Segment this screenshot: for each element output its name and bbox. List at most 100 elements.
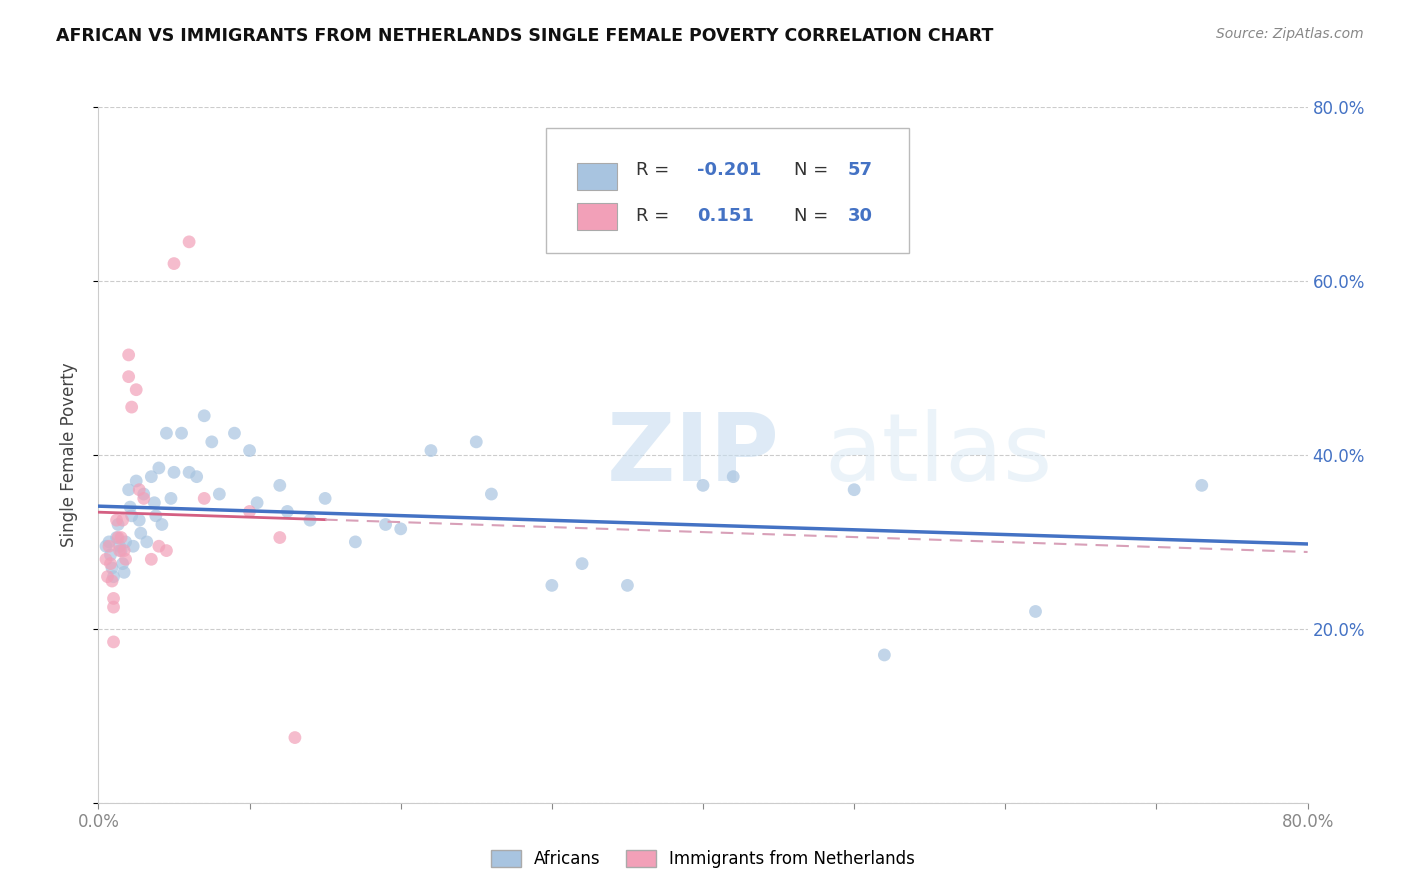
Point: [155, 426, 177, 441]
Point: [344, 534, 367, 549]
Text: Source: ZipAtlas.com: Source: ZipAtlas.com: [1216, 27, 1364, 41]
Point: [103, 591, 125, 606]
Point: [111, 557, 134, 571]
Point: [132, 487, 155, 501]
Point: [284, 731, 307, 745]
Point: [121, 508, 143, 523]
Point: [163, 466, 186, 480]
Point: [481, 487, 503, 501]
Point: [103, 570, 125, 584]
Point: [125, 474, 148, 488]
Point: [844, 483, 866, 497]
Point: [114, 552, 136, 566]
Text: -0.201: -0.201: [697, 161, 761, 178]
Point: [105, 513, 128, 527]
Point: [246, 496, 269, 510]
Point: [128, 513, 150, 527]
Text: 0.151: 0.151: [697, 207, 754, 226]
Point: [571, 557, 593, 571]
Text: atlas: atlas: [824, 409, 1052, 501]
Text: ZIP: ZIP: [606, 409, 779, 501]
Point: [135, 534, 157, 549]
Point: [110, 543, 132, 558]
Point: [148, 461, 170, 475]
Text: R =: R =: [637, 207, 675, 226]
Point: [100, 548, 122, 562]
Point: [103, 635, 125, 649]
Point: [723, 469, 745, 483]
Point: [143, 496, 166, 510]
Text: 57: 57: [848, 161, 873, 178]
Point: [148, 539, 170, 553]
FancyBboxPatch shape: [578, 162, 617, 190]
Point: [179, 466, 201, 480]
Point: [163, 256, 186, 270]
Point: [141, 552, 163, 566]
Point: [269, 478, 291, 492]
Legend: Africans, Immigrants from Netherlands: Africans, Immigrants from Netherlands: [484, 843, 922, 874]
Point: [186, 469, 208, 483]
Point: [105, 531, 128, 545]
Point: [94, 552, 117, 566]
Point: [299, 513, 322, 527]
Point: [100, 557, 122, 571]
Point: [269, 531, 291, 545]
Point: [239, 504, 262, 518]
Point: [1024, 605, 1046, 619]
Point: [374, 517, 396, 532]
Point: [121, 400, 143, 414]
Point: [107, 531, 129, 545]
Point: [193, 491, 215, 506]
Point: [108, 539, 131, 553]
Point: [420, 443, 443, 458]
Point: [224, 426, 246, 441]
Point: [150, 517, 173, 532]
Point: [616, 578, 638, 592]
Point: [103, 600, 125, 615]
Point: [873, 648, 896, 662]
Point: [108, 543, 131, 558]
Point: [120, 500, 142, 514]
Point: [155, 543, 177, 558]
Point: [98, 539, 121, 553]
Text: 30: 30: [848, 207, 873, 226]
Point: [179, 235, 201, 249]
Point: [389, 522, 412, 536]
Point: [118, 369, 141, 384]
FancyBboxPatch shape: [546, 128, 908, 253]
Point: [160, 491, 183, 506]
Point: [540, 578, 562, 592]
Point: [94, 539, 117, 553]
Text: AFRICAN VS IMMIGRANTS FROM NETHERLANDS SINGLE FEMALE POVERTY CORRELATION CHART: AFRICAN VS IMMIGRANTS FROM NETHERLANDS S…: [56, 27, 994, 45]
Text: R =: R =: [637, 161, 675, 178]
Point: [96, 570, 118, 584]
Point: [208, 487, 231, 501]
Point: [201, 434, 224, 449]
Point: [132, 491, 155, 506]
Point: [114, 534, 136, 549]
FancyBboxPatch shape: [578, 202, 617, 230]
Point: [112, 543, 135, 558]
Point: [125, 383, 148, 397]
Point: [193, 409, 215, 423]
Point: [465, 434, 488, 449]
Point: [101, 561, 124, 575]
Point: [118, 483, 141, 497]
Point: [314, 491, 336, 506]
Point: [239, 443, 262, 458]
Point: [111, 513, 134, 527]
Point: [128, 483, 150, 497]
Point: [145, 508, 167, 523]
Point: [101, 574, 124, 588]
Point: [110, 531, 132, 545]
Point: [141, 469, 163, 483]
Point: [276, 504, 298, 518]
Point: [118, 348, 141, 362]
Y-axis label: Single Female Poverty: Single Female Poverty: [59, 363, 77, 547]
Text: N =: N =: [793, 207, 834, 226]
Point: [98, 534, 121, 549]
Point: [692, 478, 714, 492]
Point: [122, 539, 145, 553]
Point: [112, 566, 135, 580]
Text: N =: N =: [793, 161, 834, 178]
